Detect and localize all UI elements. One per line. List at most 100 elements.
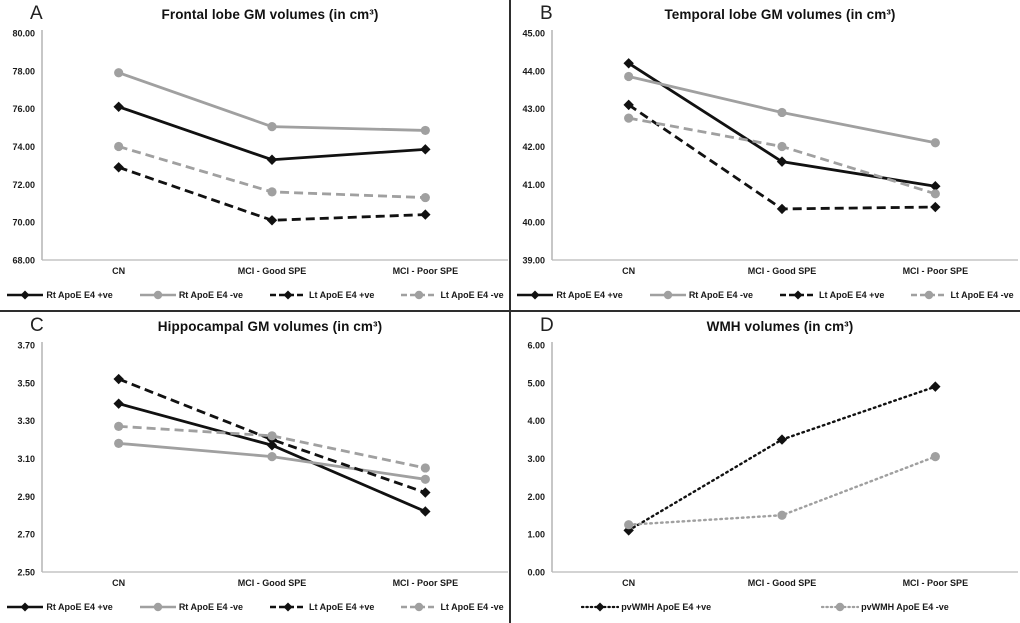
y-tick-label: 74.00 [12,142,35,152]
legend-diamond-marker-icon [595,602,605,612]
legend-circle-marker-icon [835,602,845,612]
y-tick-label: 80.00 [12,29,35,39]
data-point-marker [113,373,124,385]
legend-marker-icon [7,602,44,612]
data-point-marker [420,125,430,136]
y-tick-label: 5.00 [527,378,545,388]
y-tick-label: 3.50 [17,378,35,388]
panel-label: D [540,315,554,336]
legend-diamond-marker-icon [283,602,293,612]
y-tick-label: 41.00 [522,180,545,190]
legend-item: Rt ApoE E4 +ve [516,289,623,301]
data-point-marker [113,101,124,112]
data-point-marker [420,463,430,473]
data-point-marker [777,510,787,520]
y-tick-label: 0.00 [527,568,545,578]
legend-marker-icon [7,290,44,300]
data-point-marker [420,192,430,203]
legend-item: Rt ApoE E4 -ve [139,601,243,613]
legend-marker-icon [821,602,860,612]
y-tick-label: 4.00 [527,416,545,426]
chart-legend: pvWMH ApoE E4 +ve pvWMH ApoE E4 -ve [510,595,1020,619]
y-tick-label: 1.00 [527,530,545,540]
data-point-marker [624,113,634,123]
panel-label: A [30,3,43,24]
y-tick-label: 2.70 [17,530,35,540]
legend-item: Lt ApoE E4 -ve [400,601,504,613]
legend-label: pvWMH ApoE E4 +ve [621,602,712,612]
data-point-marker [113,398,124,409]
y-tick-label: 2.00 [527,492,545,502]
y-tick-label: 40.00 [522,218,545,228]
data-point-marker [267,187,277,197]
data-point-marker [776,156,788,167]
chart-plot: 3.70 3.50 3.30 3.10 2.90 2.70 2.50 CN MCI - Good… [17,341,508,588]
series-line [118,424,426,470]
legend-item: Rt ApoE E4 +ve [6,601,113,613]
chart-title: WMH volumes (in cm³) [706,319,854,334]
legend-marker-icon [270,290,306,300]
legend-marker-icon [401,290,438,300]
y-tick-label: 70.00 [12,218,35,228]
legend-diamond-marker-icon [530,290,540,300]
legend-label: Lt ApoE E4 -ve [440,290,504,300]
data-point-marker [420,144,431,155]
data-point-marker [930,381,941,392]
legend-label: Lt ApoE E4 +ve [309,602,375,612]
series-line [627,62,936,188]
panel-temporal-lobe: B Temporal lobe GM volumes (in cm³) 45.0… [510,0,1020,311]
chart-title: Frontal lobe GM volumes (in cm³) [161,7,379,22]
legend-diamond-marker-icon [20,602,30,612]
data-point-marker [420,209,431,220]
chart-legend: Rt ApoE E4 +ve Rt ApoE E4 -ve Lt ApoE E4 +… [510,283,1020,307]
panel-frontal-lobe: A Frontal lobe GM volumes (in cm³) 80.00… [0,0,510,311]
x-category-label: MCI - Good SPE [748,578,817,588]
y-tick-label: 2.90 [17,492,35,502]
chart-plot: 80.00 78.00 76.00 74.00 72.00 70.00 68.00 CN MCI… [12,29,508,276]
legend-marker-icon [139,290,176,300]
panel-label: B [540,3,553,24]
legend-label: pvWMH ApoE E4 -ve [861,602,949,612]
data-point-marker [266,154,278,165]
legend-diamond-marker-icon [20,290,30,300]
legend-marker-icon [517,290,554,300]
x-category-label: MCI - Poor SPE [393,578,459,588]
y-tick-label: 2.50 [17,568,35,578]
legend-marker-icon [401,602,438,612]
chart-plot: 45.00 44.00 43.00 42.00 41.00 40.00 39.00 CN MCI… [522,29,1018,276]
y-tick-label: 39.00 [522,256,545,266]
chart-legend: Rt ApoE E4 +ve Rt ApoE E4 -ve Lt ApoE E4 +… [0,283,510,307]
legend-circle-marker-icon [663,290,673,300]
legend-item: Rt ApoE E4 -ve [649,289,753,301]
series-line [118,377,426,494]
data-point-marker [930,138,940,148]
legend-label: Lt ApoE E4 +ve [309,290,375,300]
data-point-marker [930,201,941,213]
panel-wmh: D WMH volumes (in cm³) 6.00 5.00 4.00 3.00 2… [510,312,1020,623]
chart-plot: 6.00 5.00 4.00 3.00 2.00 1.00 0.00 CN MCI - Good… [527,341,1018,588]
x-category-label: CN [112,578,125,588]
y-tick-label: 42.00 [522,142,545,152]
panel-label: C [30,315,44,336]
legend-item: Lt ApoE E4 -ve [400,289,504,301]
chart-title: Temporal lobe GM volumes (in cm³) [664,7,896,22]
chart-legend: Rt ApoE E4 +ve Rt ApoE E4 -ve Lt ApoE E4 +… [0,595,510,619]
legend-item: pvWMH ApoE E4 -ve [821,601,949,613]
legend-diamond-marker-icon [793,290,803,300]
legend-marker-icon [139,602,176,612]
series-line [628,116,936,196]
legend-marker-icon [581,602,620,612]
x-category-label: MCI - Poor SPE [393,266,459,276]
data-point-marker [267,122,277,132]
legend-circle-marker-icon [153,290,163,300]
data-point-marker [930,452,940,462]
x-category-label: CN [622,578,635,588]
legend-item: Lt ApoE E4 -ve [910,289,1014,301]
y-tick-label: 6.00 [527,341,545,351]
legend-label: Rt ApoE E4 -ve [688,290,753,300]
data-point-marker [777,141,787,152]
data-point-marker [267,431,277,441]
data-point-marker [114,438,124,448]
series-line [627,385,937,532]
